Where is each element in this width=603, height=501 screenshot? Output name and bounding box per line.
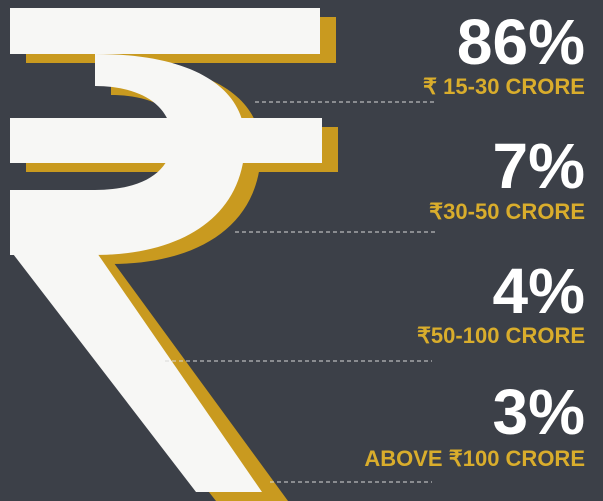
range-label: ₹50-100 CRORE <box>417 323 585 348</box>
rupee-face <box>10 8 322 492</box>
range-label: ₹30-50 CRORE <box>429 199 585 224</box>
percentage: 7% <box>493 130 586 202</box>
rupee-symbol <box>10 8 338 501</box>
percentage: 4% <box>493 255 586 327</box>
percentage: 86% <box>457 6 585 78</box>
percentage: 3% <box>493 376 586 448</box>
range-label: ABOVE ₹100 CRORE <box>364 446 585 471</box>
range-label: ₹ 15-30 CRORE <box>423 74 585 99</box>
